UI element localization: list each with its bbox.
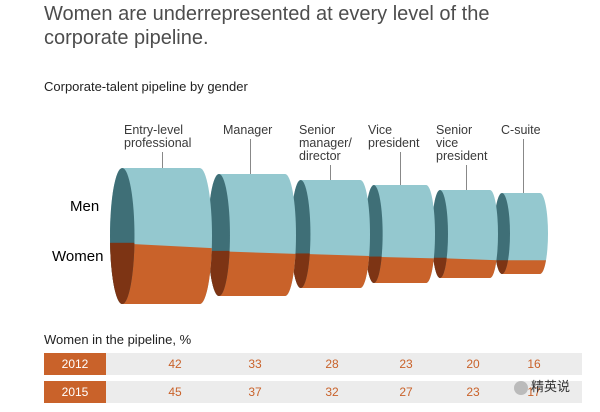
pipeline-chart: [110, 168, 548, 304]
stage-label-line: director: [299, 149, 341, 163]
stage-label-entry-level: Entry-level professional: [124, 124, 191, 150]
table-cell: 37: [248, 385, 262, 399]
table-cell: 28: [325, 357, 339, 371]
women-share-senior-vice-president: [432, 257, 498, 278]
women-share-entry-level: [110, 242, 212, 304]
table-cell: 16: [527, 357, 541, 371]
table-cell: 33: [248, 357, 262, 371]
stage-label-line: manager/: [299, 136, 352, 150]
women-share-manager: [207, 250, 296, 296]
rim-women: [365, 256, 383, 283]
row-year: 2012: [44, 353, 106, 375]
table-row-2012: 2012 42 33 28 23 20 16: [44, 353, 582, 375]
front-rim-senior-manager: [291, 180, 311, 288]
women-share-vice-president: [365, 256, 435, 283]
watermark: 精英说: [514, 376, 570, 395]
stage-label-line: Senior: [436, 123, 473, 137]
stage-label-line: Entry-level: [124, 123, 184, 137]
stage-label-line: Senior: [299, 123, 336, 137]
stage-label-line: C-suite: [501, 123, 541, 137]
leader-line: [466, 165, 467, 190]
front-rim-vice-president: [365, 185, 383, 283]
table-row-2015: 2015 45 37 32 27 23 17: [44, 381, 582, 403]
rim-men: [432, 190, 448, 278]
stage-label-senior-manager: Senior manager/ director: [299, 124, 352, 163]
legend-women: Women: [52, 248, 104, 265]
table-cell: 32: [325, 385, 339, 399]
stage-label-line: Manager: [223, 123, 273, 137]
chart-subtitle: Corporate-talent pipeline by gender: [44, 79, 248, 94]
table-cell: 23: [466, 385, 480, 399]
stage-label-manager: Manager: [223, 124, 272, 137]
stage-label-line: vice: [436, 136, 459, 150]
rim-women: [208, 250, 230, 296]
stage-label-line: Vice: [368, 123, 393, 137]
table-cell: 23: [399, 357, 413, 371]
stage-label-line: president: [436, 149, 488, 163]
leader-line: [523, 139, 524, 193]
title-line-1: Women are underrepresented at every leve…: [44, 3, 490, 25]
row-year: 2015: [44, 381, 106, 403]
table-cell: 45: [168, 385, 182, 399]
table-cell: 27: [399, 385, 413, 399]
table-cell: 20: [466, 357, 480, 371]
front-rim-manager: [208, 174, 230, 296]
leader-line: [330, 165, 331, 180]
stage-label-vice-president: Vice president: [368, 124, 419, 150]
table-title: Women in the pipeline, %: [44, 332, 192, 347]
rim-men: [494, 193, 510, 274]
women-share-senior-manager: [291, 253, 370, 288]
chart-title: Women are underrepresented at every leve…: [44, 2, 584, 50]
wechat-icon: [514, 380, 528, 395]
watermark-text: 精英说: [531, 379, 571, 394]
leader-line: [250, 139, 251, 174]
rim-women: [291, 253, 311, 288]
leader-line: [400, 152, 401, 185]
stage-label-line: president: [368, 136, 420, 150]
stage-label-line: professional: [124, 136, 192, 150]
legend-men: Men: [70, 198, 100, 215]
title-line-2: corporate pipeline.: [44, 27, 209, 49]
table-cell: 17: [527, 385, 541, 399]
table-cell: 42: [168, 357, 182, 371]
stage-label-senior-vice-president: Senior vice president: [436, 124, 487, 163]
leader-line: [162, 152, 163, 168]
stage-label-c-suite: C-suite: [501, 124, 541, 137]
